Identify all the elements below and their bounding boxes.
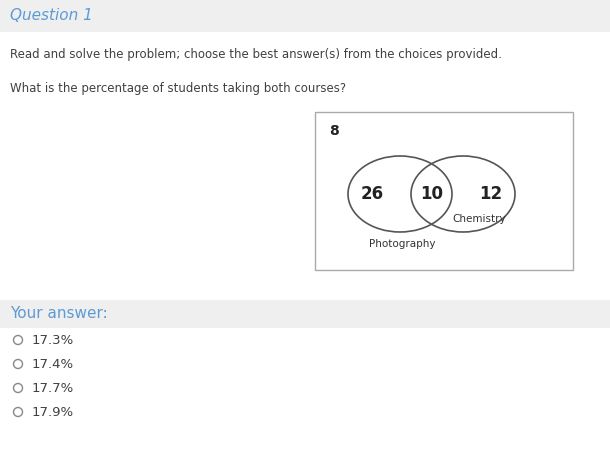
- FancyBboxPatch shape: [0, 300, 610, 328]
- FancyBboxPatch shape: [315, 112, 573, 270]
- Text: 17.4%: 17.4%: [32, 358, 74, 371]
- Text: What is the percentage of students taking both courses?: What is the percentage of students takin…: [10, 82, 346, 95]
- Text: 17.9%: 17.9%: [32, 406, 74, 419]
- Text: Your answer:: Your answer:: [10, 306, 108, 322]
- Text: 12: 12: [479, 185, 503, 203]
- Text: Read and solve the problem; choose the best answer(s) from the choices provided.: Read and solve the problem; choose the b…: [10, 48, 502, 61]
- Text: 17.7%: 17.7%: [32, 382, 74, 395]
- FancyBboxPatch shape: [0, 0, 610, 32]
- Text: 26: 26: [361, 185, 384, 203]
- Text: Chemistry: Chemistry: [452, 214, 506, 224]
- Text: Photography: Photography: [369, 239, 436, 249]
- Text: 10: 10: [420, 185, 443, 203]
- Text: 17.3%: 17.3%: [32, 334, 74, 346]
- Text: 8: 8: [329, 124, 339, 138]
- Text: Question 1: Question 1: [10, 8, 93, 24]
